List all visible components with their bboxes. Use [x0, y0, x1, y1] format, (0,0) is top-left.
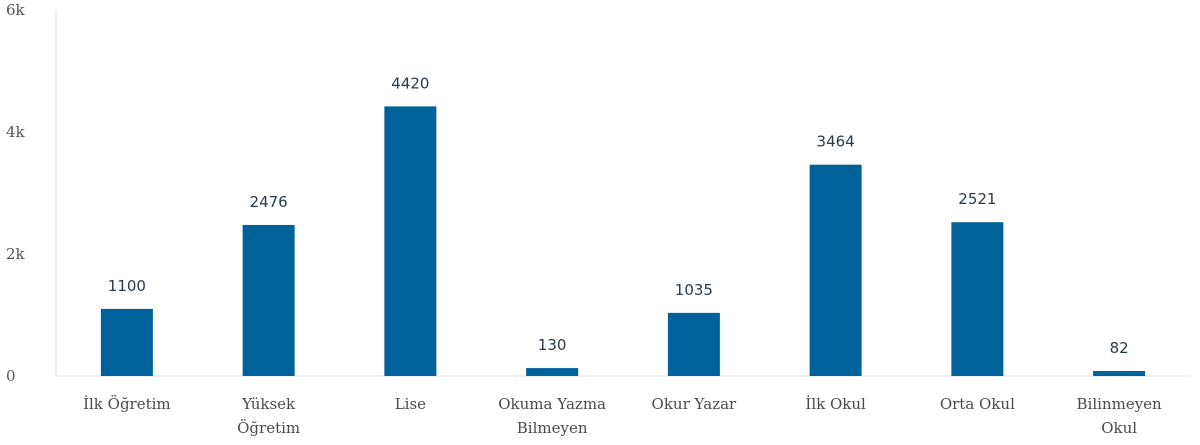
x-category-label: Lise — [395, 395, 426, 413]
bar-value-label: 2476 — [250, 193, 288, 211]
bar — [951, 222, 1004, 376]
bar-value-label: 3464 — [817, 133, 855, 151]
bar — [1093, 370, 1146, 376]
y-tick-label: 4k — [6, 123, 26, 141]
bar — [384, 106, 437, 376]
bar-value-label: 1100 — [108, 277, 146, 295]
x-category-label: Bilinmeyen — [1077, 395, 1163, 413]
bar — [526, 368, 579, 376]
bar — [809, 164, 862, 376]
bar-value-label: 2521 — [958, 190, 996, 208]
bar — [667, 312, 720, 376]
bar — [242, 224, 295, 376]
bar-value-label: 82 — [1110, 339, 1129, 357]
bar-value-label: 1035 — [675, 281, 713, 299]
x-category-label: Bilmeyen — [517, 419, 588, 437]
x-category-label: Yüksek — [241, 395, 296, 413]
x-category-label: Okur Yazar — [652, 395, 738, 413]
x-category-label: Okuma Yazma — [498, 395, 606, 413]
x-category-label: İlk Okul — [805, 395, 866, 413]
bar — [100, 308, 153, 376]
bar-value-label: 130 — [538, 336, 567, 354]
y-tick-label: 6k — [6, 1, 26, 19]
x-category-label: İlk Öğretim — [83, 395, 171, 413]
x-category-label: Okul — [1101, 419, 1137, 437]
bar-value-label: 4420 — [391, 74, 429, 92]
x-category-label: Orta Okul — [940, 395, 1015, 413]
x-category-label: Öğretim — [237, 419, 300, 437]
y-tick-label: 0 — [6, 367, 16, 385]
y-tick-label: 2k — [6, 245, 26, 263]
